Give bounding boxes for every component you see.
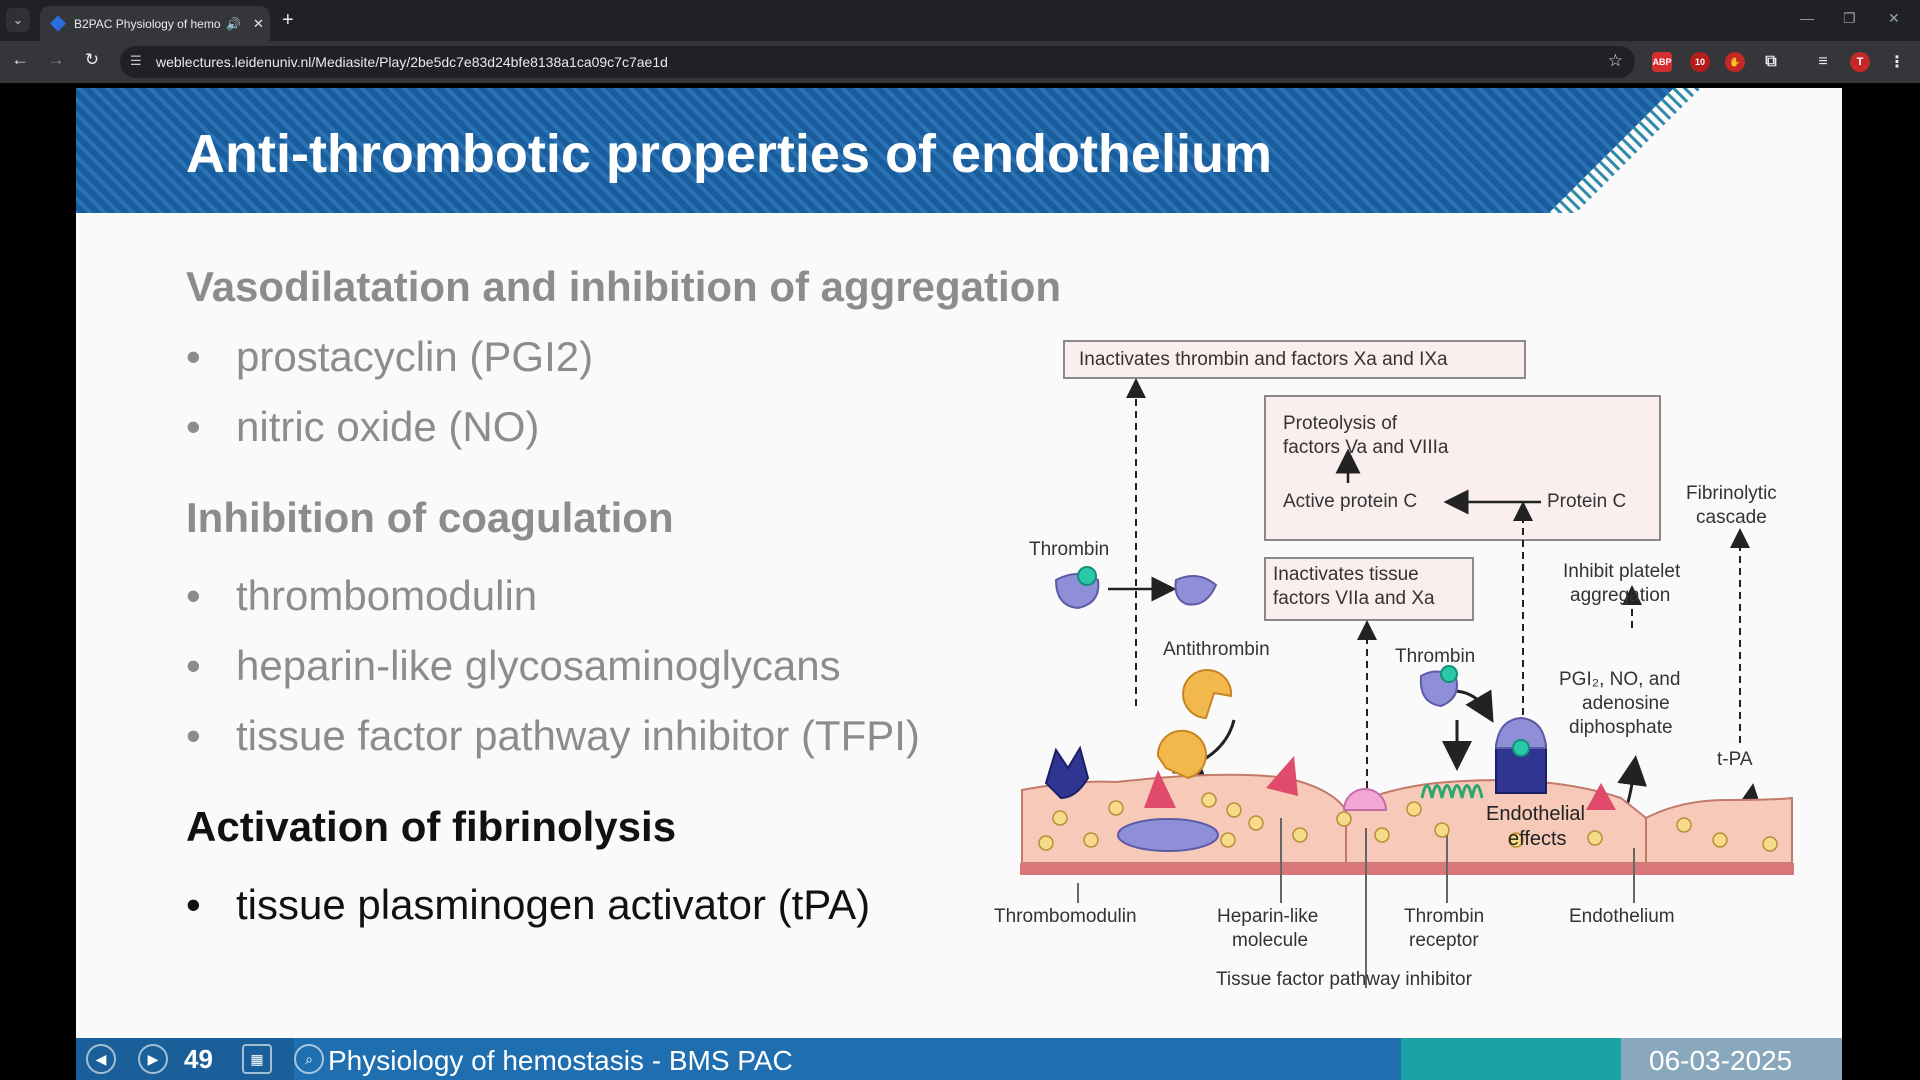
tab-title: B2PAC Physiology of hemo [74, 16, 221, 31]
label-heparin-1: Heparin-like [1217, 906, 1319, 927]
footer-date: 06-03-2025 [1649, 1045, 1793, 1076]
label-inhibit-platelet-2: aggregation [1570, 585, 1671, 606]
slide-footer-bar: ◀ ▶ 49 ▦ ⌕ Physiology of hemostasis - BM… [76, 1038, 1842, 1080]
audio-playing-icon[interactable]: 🔊 [226, 16, 241, 31]
bullet-text: tissue plasminogen activator (tPA) [236, 881, 871, 928]
media-control-icon[interactable]: ≡ [1818, 53, 1828, 70]
label-thrombomodulin: Thrombomodulin [994, 906, 1137, 927]
close-tab-icon[interactable]: ✕ [252, 15, 264, 31]
label-fibrinolytic-1: Fibrinolytic [1686, 483, 1777, 504]
bullet-item: • heparin-like glycosaminoglycans [186, 642, 841, 690]
next-slide-icon[interactable]: ▶ [138, 1044, 168, 1074]
new-tab-button[interactable]: + [282, 9, 294, 31]
back-icon[interactable]: ← [11, 50, 29, 69]
label-protein-c: Protein C [1547, 491, 1627, 512]
minimize-icon[interactable]: — [1800, 10, 1814, 26]
browser-toolbar: ← → ↻ ☰ weblectures.leidenuniv.nl/Medias… [0, 41, 1920, 83]
extension-badge-icon[interactable]: 10 [1690, 52, 1710, 72]
section-heading-coagulation: Inhibition of coagulation [186, 494, 674, 541]
label-endothelium: Endothelium [1569, 906, 1675, 927]
section-heading-vasodilatation: Vasodilatation and inhibition of aggrega… [186, 263, 1062, 310]
bullet-item: • tissue plasminogen activator (tPA) [186, 881, 870, 929]
section-heading-fibrinolysis: Activation of fibrinolysis [186, 803, 677, 850]
endothelium-diagram [1020, 340, 1794, 988]
label-fibrinolytic-2: cascade [1696, 507, 1767, 528]
bullet-text: nitric oxide (NO) [236, 403, 540, 450]
footer-accent [1401, 1038, 1621, 1080]
site-info-icon[interactable]: ☰ [130, 53, 142, 68]
bullet-dot: • [186, 403, 201, 450]
restore-icon[interactable]: ❐ [1843, 10, 1856, 26]
extensions-puzzle-icon[interactable]: ⧉ [1765, 53, 1777, 70]
bookmark-star-icon[interactable]: ☆ [1607, 51, 1623, 70]
close-window-icon[interactable]: ✕ [1888, 10, 1900, 26]
label-antithrombin: Antithrombin [1163, 639, 1270, 660]
address-bar[interactable]: ☰ weblectures.leidenuniv.nl/Mediasite/Pl… [120, 46, 1635, 78]
browser-menu-icon[interactable]: ⋮ [1889, 54, 1905, 71]
label-inhibit-platelet-1: Inhibit platelet [1563, 561, 1681, 582]
site-favicon-icon [50, 15, 66, 32]
bullet-dot: • [186, 642, 201, 689]
url-text[interactable]: weblectures.leidenuniv.nl/Mediasite/Play… [156, 54, 668, 70]
label-tpa: t-PA [1717, 749, 1753, 770]
bullet-dot: • [186, 712, 201, 759]
bullet-dot: • [186, 333, 201, 380]
label-heparin-2: molecule [1232, 930, 1309, 951]
label-thrombin-receptor-2: receptor [1409, 930, 1479, 951]
label-thrombin-right: Thrombin [1395, 646, 1476, 667]
hand-extension-icon[interactable]: ✋ [1725, 52, 1745, 72]
footer-course-label: Physiology of hemostasis - BMS PAC [328, 1045, 793, 1076]
label-tfpi: Tissue factor pathway inhibitor [1216, 969, 1472, 990]
slide-title: Anti-thrombotic properties of endotheliu… [186, 124, 1272, 184]
bullet-item: • nitric oxide (NO) [186, 403, 539, 451]
bullet-text: tissue factor pathway inhibitor (TFPI) [236, 712, 920, 759]
label-proteolysis-1: Proteolysis of [1283, 413, 1398, 434]
search-icon[interactable]: ⌕ [294, 1044, 324, 1074]
bullet-item: • prostacyclin (PGI2) [186, 333, 593, 381]
reload-icon[interactable]: ↻ [84, 50, 100, 69]
presentation-slide: Anti-thrombotic properties of endotheliu… [76, 88, 1842, 1080]
slide-page-number: 49 [184, 1044, 213, 1074]
profile-avatar[interactable]: T [1850, 52, 1870, 72]
bullet-text: prostacyclin (PGI2) [236, 333, 594, 380]
footer-date-block [1621, 1038, 1842, 1080]
label-proteolysis-2: factors Va and VIIIa [1283, 437, 1449, 458]
label-thrombin-left: Thrombin [1029, 539, 1110, 560]
label-endothelial-effects-2: effects [1508, 828, 1567, 850]
label-pgi2-3: diphosphate [1569, 717, 1673, 738]
label-inactivates-tissue-2: factors VIIa and Xa [1273, 588, 1435, 609]
adblock-extension-icon[interactable]: ABP [1652, 52, 1672, 72]
previous-slide-icon[interactable]: ◀ [86, 1044, 116, 1074]
slide-header-banner [76, 88, 1701, 213]
bullet-item: • tissue factor pathway inhibitor (TFPI) [186, 712, 920, 760]
label-thrombin-receptor-1: Thrombin [1404, 906, 1485, 927]
label-endothelial-effects-1: Endothelial [1486, 803, 1585, 825]
slide-grid-icon[interactable]: ▦ [242, 1044, 272, 1074]
active-tab[interactable]: B2PAC Physiology of hemo 🔊 ✕ [40, 6, 270, 41]
bullet-text: heparin-like glycosaminoglycans [236, 642, 841, 689]
label-pgi2-1: PGI₂, NO, and [1559, 669, 1681, 690]
tab-search-button[interactable]: ⌄ [6, 8, 30, 32]
bullet-dot: • [186, 881, 201, 928]
bullet-text: thrombomodulin [236, 572, 538, 619]
forward-icon[interactable]: → [47, 50, 65, 69]
label-pgi2-2: adenosine [1582, 693, 1670, 714]
bullet-dot: • [186, 572, 201, 619]
tab-strip: ⌄ B2PAC Physiology of hemo 🔊 ✕ + — ❐ ✕ [0, 0, 1920, 41]
label-active-protein-c: Active protein C [1283, 491, 1418, 512]
label-inactivates-thrombin: Inactivates thrombin and factors Xa and … [1079, 349, 1448, 370]
bullet-item: • thrombomodulin [186, 572, 537, 620]
label-inactivates-tissue-1: Inactivates tissue [1273, 564, 1419, 585]
